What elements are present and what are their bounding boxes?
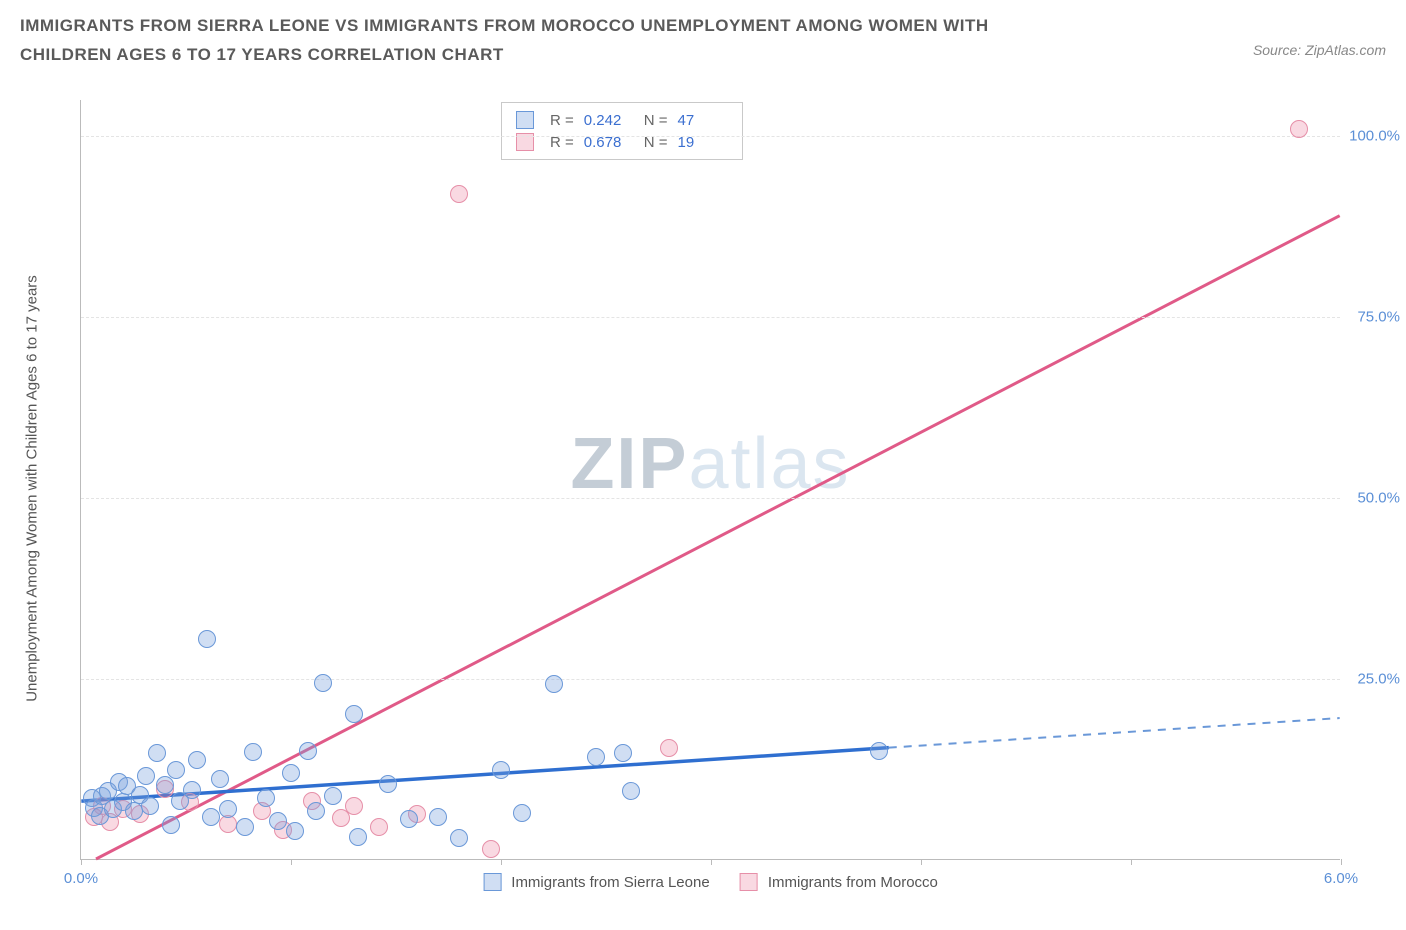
legend-label-a: Immigrants from Sierra Leone [511,874,709,891]
data-point [211,770,229,788]
data-point [450,829,468,847]
data-point [1290,120,1308,138]
data-point [188,751,206,769]
data-point [345,705,363,723]
data-point [324,787,342,805]
data-point [513,804,531,822]
plot-area: ZIPatlas R = 0.242 N = 47 R = 0.678 N = … [80,100,1340,860]
x-tick [921,859,922,865]
gridline [81,498,1340,499]
x-tick [501,859,502,865]
data-point [156,776,174,794]
data-point [492,761,510,779]
stats-box: R = 0.242 N = 47 R = 0.678 N = 19 [501,102,743,160]
y-tick-label: 25.0% [1357,671,1400,688]
source-credit: Source: ZipAtlas.com [1253,42,1386,58]
data-point [307,802,325,820]
x-tick [1341,859,1342,865]
data-point [148,744,166,762]
data-point [282,764,300,782]
data-point [244,743,262,761]
data-point [183,781,201,799]
data-point [286,822,304,840]
data-point [167,761,185,779]
x-tick-label: 0.0% [64,870,98,887]
data-point [198,630,216,648]
data-point [345,797,363,815]
gridline [81,317,1340,318]
data-point [269,812,287,830]
swatch-series-b [740,873,758,891]
data-point [202,808,220,826]
x-tick [81,859,82,865]
chart-title: IMMIGRANTS FROM SIERRA LEONE VS IMMIGRAN… [20,12,1070,70]
legend-item-a: Immigrants from Sierra Leone [483,873,710,891]
swatch-series-a [516,111,534,129]
data-point [400,810,418,828]
n-label: N = [644,112,668,129]
plot-wrap: Unemployment Among Women with Children A… [50,100,1390,860]
x-tick [1131,859,1132,865]
data-point [370,818,388,836]
legend-item-b: Immigrants from Morocco [740,873,938,891]
data-point [236,818,254,836]
series-a-n: 47 [678,112,728,129]
data-point [614,744,632,762]
data-point [587,748,605,766]
data-point [162,816,180,834]
series-a-r: 0.242 [584,112,634,129]
data-point [219,800,237,818]
data-point [660,739,678,757]
data-point [137,767,155,785]
y-tick-label: 50.0% [1357,490,1400,507]
data-point [314,674,332,692]
data-point [429,808,447,826]
y-tick-label: 100.0% [1349,128,1400,145]
y-tick-label: 75.0% [1357,309,1400,326]
data-point [141,797,159,815]
swatch-series-a [483,873,501,891]
data-point [545,675,563,693]
trend-line [96,216,1340,859]
gridline [81,679,1340,680]
data-point [349,828,367,846]
stats-row-a: R = 0.242 N = 47 [516,109,728,131]
data-point [450,185,468,203]
trend-line [889,718,1340,748]
bottom-legend: Immigrants from Sierra Leone Immigrants … [483,873,938,891]
stats-row-b: R = 0.678 N = 19 [516,131,728,153]
data-point [379,775,397,793]
data-point [622,782,640,800]
r-label: R = [550,112,574,129]
y-axis-label: Unemployment Among Women with Children A… [24,275,41,702]
x-tick [711,859,712,865]
gridline [81,136,1340,137]
data-point [482,840,500,858]
trend-lines [81,100,1340,859]
data-point [125,802,143,820]
x-tick [291,859,292,865]
data-point [870,742,888,760]
legend-label-b: Immigrants from Morocco [768,874,938,891]
data-point [257,789,275,807]
data-point [299,742,317,760]
x-tick-label: 6.0% [1324,870,1358,887]
